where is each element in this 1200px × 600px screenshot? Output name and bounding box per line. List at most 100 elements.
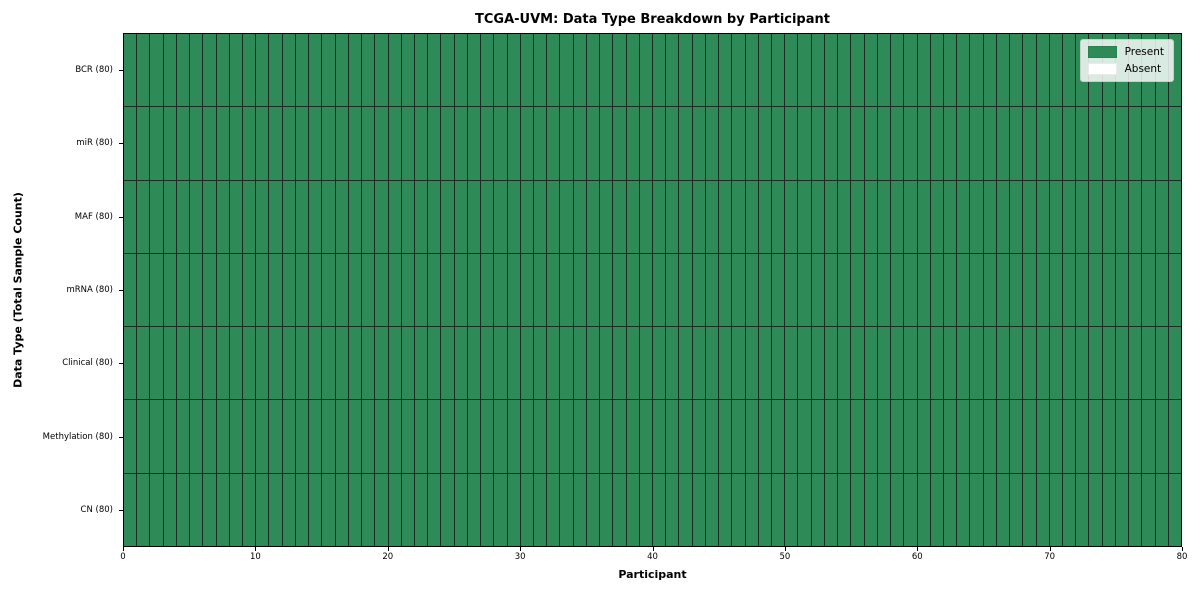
heatmap-cell	[414, 327, 428, 400]
heatmap-cell	[467, 400, 481, 473]
heatmap-cell	[613, 34, 626, 107]
heatmap-cell	[851, 400, 864, 473]
heatmap-cell	[494, 253, 507, 327]
heatmap-cell	[586, 34, 600, 107]
heatmap-cell	[560, 400, 573, 473]
heatmap-cell	[970, 400, 983, 473]
heatmap-cell	[547, 473, 560, 546]
heatmap-cell	[745, 180, 758, 253]
heatmap-cell	[282, 34, 295, 107]
x-tick-mark	[123, 547, 124, 551]
heatmap-cell	[388, 180, 401, 253]
heatmap-cell	[983, 400, 996, 473]
heatmap-cell	[190, 473, 203, 546]
heatmap-cell	[388, 327, 401, 400]
heatmap-cell	[758, 327, 772, 400]
heatmap-cell	[930, 180, 943, 253]
heatmap-cell	[481, 253, 494, 327]
heatmap-cell	[256, 400, 269, 473]
heatmap-cell	[1102, 253, 1115, 327]
heatmap-cell	[203, 253, 216, 327]
heatmap-cell	[613, 400, 626, 473]
heatmap-cell	[745, 34, 758, 107]
heatmap-cell	[388, 400, 401, 473]
heatmap-cell	[282, 473, 295, 546]
heatmap-cell	[269, 400, 282, 473]
heatmap-cell	[375, 400, 388, 473]
heatmap-cell	[983, 107, 996, 180]
heatmap-cell	[533, 400, 547, 473]
heatmap-cell	[653, 180, 666, 253]
heatmap-cell	[190, 400, 203, 473]
y-tick-label: mRNA (80)	[66, 284, 113, 295]
heatmap-cell	[1129, 400, 1142, 473]
heatmap-cell	[441, 473, 454, 546]
heatmap-cell	[1036, 180, 1049, 253]
heatmap-cell	[150, 253, 163, 327]
heatmap-cell	[282, 327, 295, 400]
heatmap-cell	[1168, 107, 1181, 180]
heatmap-cell	[824, 34, 838, 107]
heatmap-cell	[203, 400, 216, 473]
y-tick: miR (80)	[0, 106, 123, 179]
y-tick-label: miR (80)	[76, 138, 113, 149]
heatmap-cell	[467, 34, 481, 107]
heatmap-cell	[1089, 400, 1102, 473]
heatmap-cell	[428, 253, 441, 327]
heatmap-cell	[824, 327, 838, 400]
heatmap-cell	[983, 473, 996, 546]
heatmap-cell	[414, 253, 428, 327]
heatmap-cell	[348, 400, 362, 473]
y-tick-mark	[119, 510, 123, 512]
y-tick-label: Methylation (80)	[42, 431, 113, 442]
x-tick-mark	[917, 547, 919, 551]
heatmap-cell	[190, 327, 203, 400]
heatmap-cell	[375, 327, 388, 400]
heatmap-cell	[851, 180, 864, 253]
heatmap-cell	[269, 327, 282, 400]
heatmap-cell	[586, 327, 600, 400]
heatmap-cell	[877, 327, 891, 400]
heatmap-cell	[520, 327, 533, 400]
heatmap-cell	[335, 473, 348, 546]
heatmap-cell	[917, 180, 930, 253]
heatmap-cell	[1168, 473, 1181, 546]
heatmap-cell	[705, 34, 719, 107]
heatmap-cell	[1129, 180, 1142, 253]
heatmap-cell	[124, 253, 137, 327]
heatmap-cell	[891, 107, 904, 180]
heatmap-cell	[891, 34, 904, 107]
heatmap-cell	[295, 107, 309, 180]
heatmap-cell	[1089, 473, 1102, 546]
heatmap-cell	[454, 180, 467, 253]
heatmap-cell	[732, 253, 745, 327]
heatmap-cell	[560, 327, 573, 400]
heatmap-cell	[1089, 180, 1102, 253]
y-tick: mRNA (80)	[0, 253, 123, 326]
heatmap-cell	[838, 180, 851, 253]
x-tick-mark	[784, 547, 786, 551]
heatmap-cell	[256, 473, 269, 546]
heatmap-cell	[1142, 400, 1155, 473]
heatmap-cell	[1168, 327, 1181, 400]
heatmap-cell	[481, 400, 494, 473]
heatmap-cell	[560, 180, 573, 253]
y-tick: Clinical (80)	[0, 327, 123, 400]
x-tick-mark	[255, 547, 257, 551]
heatmap-cell	[639, 473, 652, 546]
heatmap-cell	[1129, 253, 1142, 327]
heatmap-cell	[639, 327, 652, 400]
y-tick-mark	[119, 289, 123, 291]
heatmap-cell	[666, 107, 679, 180]
heatmap-cell	[362, 180, 375, 253]
heatmap-cell	[732, 180, 745, 253]
heatmap-cell	[1142, 253, 1155, 327]
heatmap-cell	[1076, 107, 1089, 180]
heatmap-cell	[930, 400, 943, 473]
heatmap-cell	[943, 253, 957, 327]
heatmap-cell	[124, 327, 137, 400]
heatmap-cell	[533, 180, 547, 253]
heatmap-cell	[1129, 327, 1142, 400]
x-tick-label: 60	[911, 552, 923, 562]
heatmap-cell	[692, 107, 705, 180]
